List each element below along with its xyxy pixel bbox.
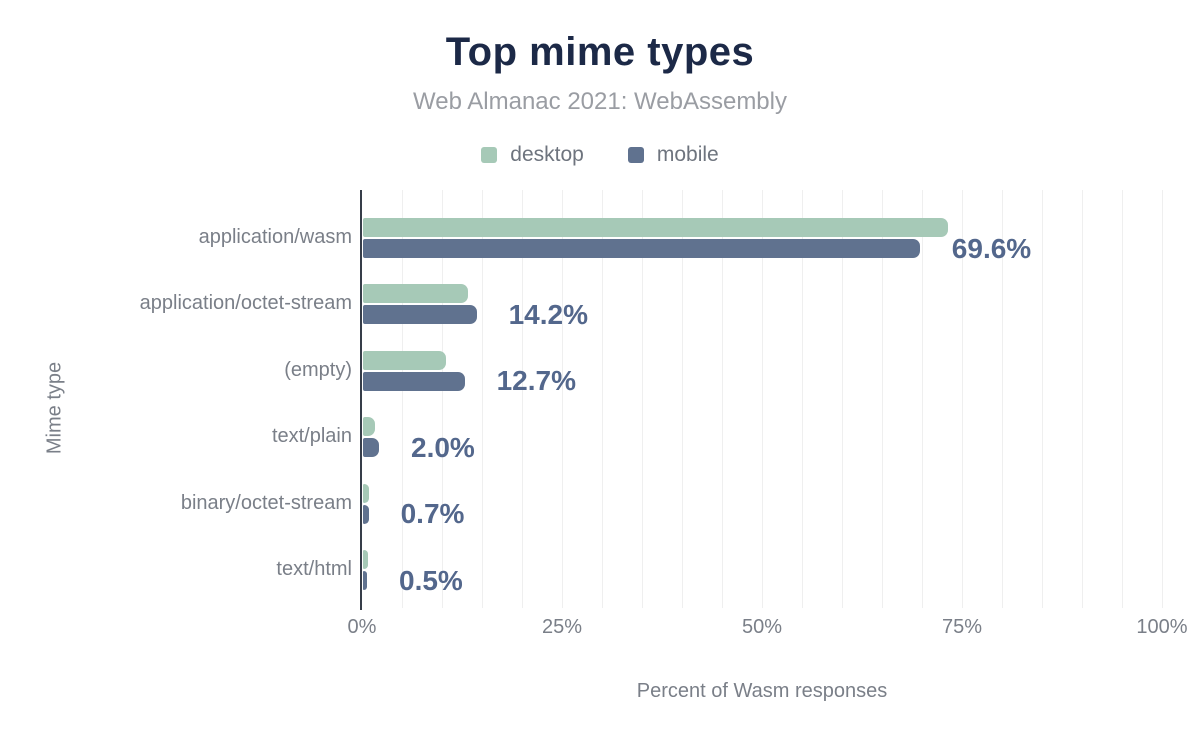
gridline [1122, 190, 1123, 608]
bar-desktop [363, 284, 468, 304]
value-label: 0.7% [400, 498, 465, 530]
gridline [482, 190, 483, 608]
gridline [522, 190, 523, 608]
gridline [1002, 190, 1003, 608]
bar-mobile [363, 571, 367, 590]
gridline [922, 190, 923, 608]
gridline [1082, 190, 1083, 608]
gridline [802, 190, 803, 608]
bar-desktop [363, 218, 948, 237]
chart-title: Top mime types [445, 30, 755, 74]
legend-item-desktop: desktop [481, 143, 584, 167]
legend-item-mobile: mobile [627, 143, 719, 167]
category-label: (empty) [284, 358, 352, 381]
gridline [1042, 190, 1043, 608]
value-label: 69.6% [951, 232, 1032, 264]
y-axis-line [360, 190, 362, 610]
gridline [562, 190, 563, 608]
gridline [602, 190, 603, 608]
gridline [762, 190, 763, 608]
value-label: 12.7% [496, 365, 576, 397]
gridline [442, 190, 443, 608]
bar-desktop [363, 483, 370, 503]
gridline [722, 190, 723, 608]
x-tick-label: 75% [941, 616, 983, 638]
gridline [882, 190, 883, 608]
value-label: 2.0% [411, 431, 475, 463]
gridline [1162, 190, 1163, 608]
bar-desktop [363, 550, 368, 569]
x-tick-label: 0% [347, 616, 377, 638]
bar-desktop [363, 417, 375, 437]
legend-label-desktop: desktop [510, 143, 584, 166]
category-label: text/html [276, 558, 352, 581]
gridline [402, 190, 403, 608]
gridline [962, 190, 963, 608]
chart-subtitle: Web Almanac 2021: WebAssembly [413, 88, 787, 115]
category-label: application/octet-stream [139, 292, 352, 315]
mobile-swatch-icon [627, 147, 644, 163]
gridline [842, 190, 843, 608]
plot-area: 69.6% 14.2% 12.7% 2.0% 0.7% 0.5% [362, 190, 1163, 608]
gridline [642, 190, 643, 608]
bar-mobile [363, 239, 920, 258]
desktop-swatch-icon [481, 147, 498, 163]
category-label: application/wasm [198, 226, 352, 249]
y-axis-title: Mime type [43, 361, 66, 455]
bar-mobile [363, 371, 465, 391]
bar-mobile [363, 305, 477, 325]
x-tick-label: 100% [1136, 616, 1188, 638]
legend: desktop mobile [0, 143, 1200, 167]
x-tick-label: 25% [541, 616, 583, 638]
bar-mobile [363, 438, 379, 458]
x-tick-label: 50% [741, 616, 783, 638]
x-axis-title: Percent of Wasm responses [636, 680, 888, 702]
gridline [682, 190, 683, 608]
category-label: binary/octet-stream [180, 491, 352, 514]
category-label: text/plain [271, 425, 352, 448]
bar-mobile [363, 504, 369, 524]
value-label: 14.2% [508, 298, 588, 330]
legend-label-mobile: mobile [656, 143, 719, 166]
bar-desktop [363, 350, 447, 370]
value-label: 0.5% [399, 564, 463, 596]
